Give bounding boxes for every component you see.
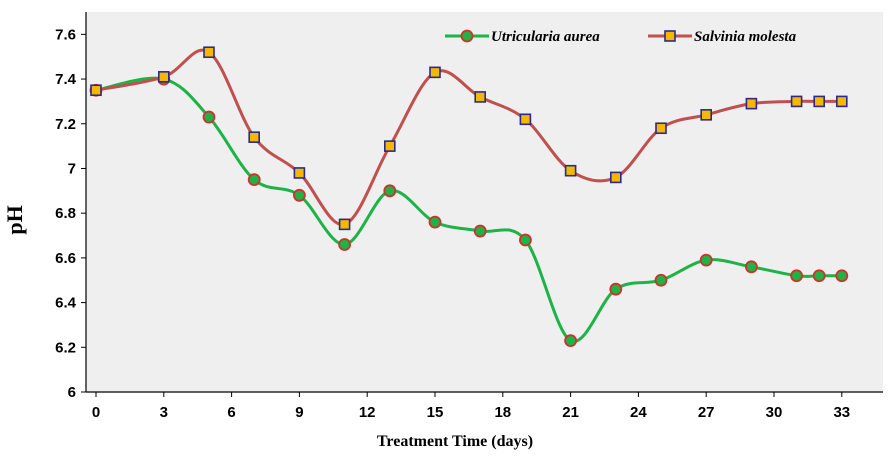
data-point-salvinia-molesta xyxy=(813,95,826,108)
data-point-salvinia-molesta xyxy=(700,109,713,121)
data-point-utricularia-aurea xyxy=(812,269,826,283)
data-point-salvinia-molesta xyxy=(158,71,170,83)
data-point-utricularia-aurea xyxy=(835,269,849,283)
data-point-utricularia-aurea xyxy=(202,110,216,124)
data-point-utricularia-aurea xyxy=(292,188,306,202)
data-point-utricularia-aurea xyxy=(609,282,623,296)
data-point-utricularia-aurea xyxy=(699,253,713,267)
data-point-salvinia-molesta xyxy=(835,95,848,108)
data-point-salvinia-molesta xyxy=(609,171,622,184)
data-point-salvinia-molesta xyxy=(383,140,396,152)
x-tick-label: 21 xyxy=(562,404,579,421)
x-tick-label: 15 xyxy=(427,404,444,421)
data-point-utricularia-aurea xyxy=(790,269,803,283)
legend-label: Utricularia aurea xyxy=(491,29,600,45)
legend-label: Salvinia molesta xyxy=(694,29,797,45)
legend-marker xyxy=(460,29,474,43)
x-tick-label: 12 xyxy=(359,404,376,421)
x-tick-label: 6 xyxy=(227,404,235,421)
data-point-salvinia-molesta xyxy=(338,218,351,231)
data-point-utricularia-aurea xyxy=(338,238,352,251)
x-tick-label: 24 xyxy=(630,404,647,421)
data-point-salvinia-molesta xyxy=(745,97,758,110)
data-point-utricularia-aurea xyxy=(473,224,487,238)
x-tick-label: 18 xyxy=(494,404,511,421)
data-point-utricularia-aurea xyxy=(654,273,668,287)
x-tick-label: 3 xyxy=(160,404,168,421)
y-tick-label: 6.6 xyxy=(55,250,76,267)
data-point-salvinia-molesta xyxy=(474,91,487,103)
data-point-salvinia-molesta xyxy=(655,122,667,135)
x-axis-ticks: 0 3 6 9 12 15 18 21 24 27 30 33 xyxy=(92,392,850,421)
data-point-salvinia-molesta xyxy=(564,164,577,177)
series-layer xyxy=(89,46,849,347)
series-salvinia-molesta xyxy=(90,46,848,231)
y-tick-label: 6.8 xyxy=(55,205,76,222)
data-point-utricularia-aurea xyxy=(564,334,577,347)
data-point-salvinia-molesta xyxy=(248,131,260,143)
legend: Utricularia aurea Salvinia molesta xyxy=(445,29,797,45)
y-tick-label: 7 xyxy=(68,160,76,177)
data-point-utricularia-aurea xyxy=(247,173,261,187)
data-point-utricularia-aurea xyxy=(428,215,442,229)
x-axis-title: Treatment Time (days) xyxy=(377,433,533,450)
x-tick-label: 9 xyxy=(295,404,303,421)
y-axis-title: pH xyxy=(2,205,27,234)
y-tick-label: 7.4 xyxy=(55,71,77,88)
data-point-utricularia-aurea xyxy=(519,233,532,247)
data-point-salvinia-molesta xyxy=(293,167,306,179)
data-point-utricularia-aurea xyxy=(745,260,758,274)
data-point-salvinia-molesta xyxy=(429,66,441,79)
data-point-utricularia-aurea xyxy=(383,184,397,198)
legend-marker xyxy=(664,30,676,42)
y-axis-ticks: 6 6.2 6.4 6.6 6.8 7 7.2 7.4 7.6 xyxy=(55,26,86,401)
y-tick-label: 7.2 xyxy=(55,116,76,133)
x-tick-label: 33 xyxy=(833,404,850,421)
data-point-salvinia-molesta xyxy=(790,95,803,108)
x-tick-label: 30 xyxy=(766,404,783,421)
data-point-salvinia-molesta xyxy=(519,113,532,126)
y-tick-label: 6 xyxy=(68,384,76,401)
x-tick-label: 27 xyxy=(698,404,715,421)
data-point-salvinia-molesta xyxy=(203,46,215,59)
data-point-salvinia-molesta xyxy=(90,84,102,97)
plot-area xyxy=(86,12,883,392)
y-tick-label: 6.4 xyxy=(55,295,77,312)
y-tick-label: 6.2 xyxy=(55,339,76,356)
x-tick-label: 0 xyxy=(92,404,100,421)
y-tick-label: 7.6 xyxy=(55,26,76,43)
